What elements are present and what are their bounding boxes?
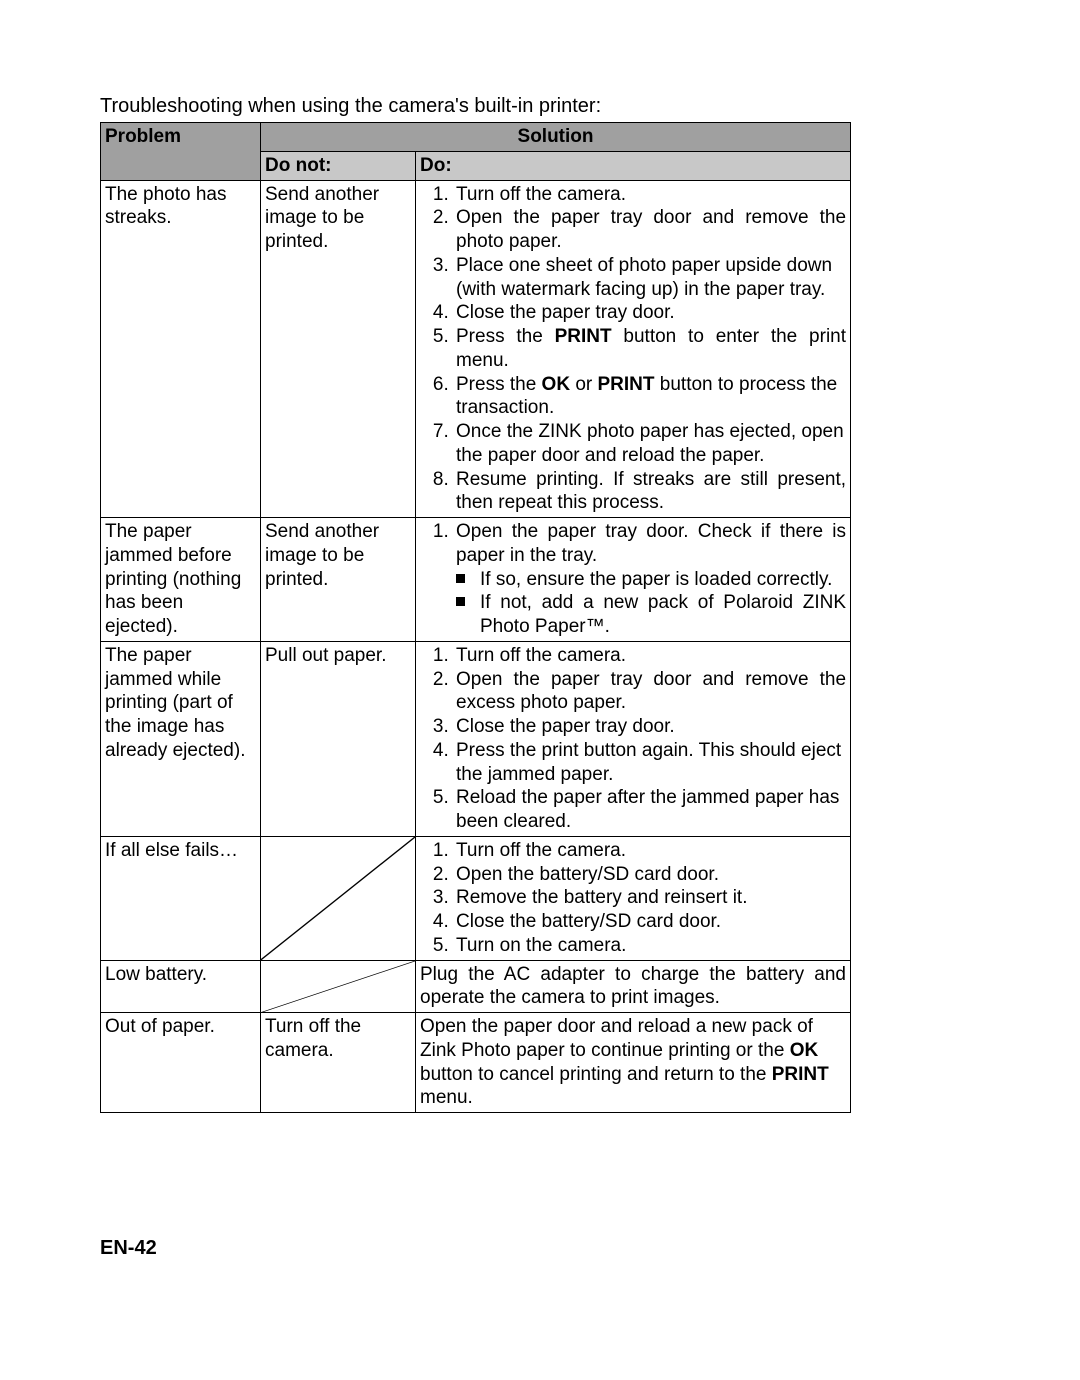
r4-do-step1: Turn off the camera. <box>454 839 846 863</box>
r3-do: Turn off the camera. Open the paper tray… <box>416 641 851 836</box>
r3-do-step4: Press the print button again. This shoul… <box>454 739 846 787</box>
subhead-do: Do: <box>416 151 851 180</box>
r2-do: Open the paper tray door. Check if there… <box>416 518 851 642</box>
row-jam-while: The paper jammed while printing (part of… <box>101 641 851 836</box>
row-out-of-paper: Out of paper. Turn off the camera. Open … <box>101 1013 851 1113</box>
col-header-solution: Solution <box>261 123 851 152</box>
r3-do-step3: Close the paper tray door. <box>454 715 846 739</box>
r4-donot-empty <box>261 836 416 960</box>
r1-do-step8: Resume printing. If streaks are still pr… <box>454 468 846 516</box>
content-area: Troubleshooting when using the camera's … <box>0 0 1080 1113</box>
header-row-1: Problem Solution <box>101 123 851 152</box>
r1-do-step6: Press the OK or PRINT button to process … <box>454 373 846 421</box>
troubleshooting-table: Problem Solution Do not: Do: The photo h… <box>100 122 851 1113</box>
r4-do-step5: Turn on the camera. <box>454 934 846 958</box>
r6-do: Open the paper door and reload a new pac… <box>416 1013 851 1113</box>
r2-problem: The paper jammed before printing (nothin… <box>101 518 261 642</box>
r4-do: Turn off the camera. Open the battery/SD… <box>416 836 851 960</box>
r5-donot-empty <box>261 960 416 1013</box>
r4-do-step3: Remove the battery and reinsert it. <box>454 886 846 910</box>
r1-do-step2: Open the paper tray door and remove the … <box>454 206 846 254</box>
r2-donot: Send another image to be printed. <box>261 518 416 642</box>
r1-do-step5: Press the PRINT button to enter the prin… <box>454 325 846 373</box>
r2-do-bullet2: If not, add a new pack of Polaroid ZINK … <box>476 591 846 639</box>
r1-do: Turn off the camera. Open the paper tray… <box>416 180 851 518</box>
diagonal-slash-icon <box>261 837 415 960</box>
r1-do-step3: Place one sheet of photo paper upside do… <box>454 254 846 302</box>
row-all-else-fails: If all else fails… Turn off the camera. … <box>101 836 851 960</box>
r3-donot: Pull out paper. <box>261 641 416 836</box>
r3-do-step1: Turn off the camera. <box>454 644 846 668</box>
col-header-problem: Problem <box>101 123 261 181</box>
intro-text: Troubleshooting when using the camera's … <box>100 95 980 118</box>
r4-do-step2: Open the battery/SD card door. <box>454 863 846 887</box>
row-jam-before: The paper jammed before printing (nothin… <box>101 518 851 642</box>
r2-do-step1: Open the paper tray door. Check if there… <box>454 520 846 639</box>
r2-do-bullet1: If so, ensure the paper is loaded correc… <box>476 568 846 592</box>
subhead-do-not: Do not: <box>261 151 416 180</box>
r6-donot: Turn off the camera. <box>261 1013 416 1113</box>
r3-do-step5: Reload the paper after the jammed paper … <box>454 786 846 834</box>
r3-problem: The paper jammed while printing (part of… <box>101 641 261 836</box>
r1-do-step7: Once the ZINK photo paper has ejected, o… <box>454 420 846 468</box>
r5-do: Plug the AC adapter to charge the batter… <box>416 960 851 1013</box>
r6-problem: Out of paper. <box>101 1013 261 1113</box>
page: Troubleshooting when using the camera's … <box>0 0 1080 1380</box>
r1-do-step1: Turn off the camera. <box>454 183 846 207</box>
diagonal-slash-icon <box>261 961 415 1013</box>
r1-do-step4: Close the paper tray door. <box>454 301 846 325</box>
r4-problem: If all else fails… <box>101 836 261 960</box>
row-low-battery: Low battery. Plug the AC adapter to char… <box>101 960 851 1013</box>
r1-donot: Send another image to be printed. <box>261 180 416 518</box>
page-number: EN-42 <box>100 1237 157 1260</box>
r1-problem: The photo has streaks. <box>101 180 261 518</box>
r5-problem: Low battery. <box>101 960 261 1013</box>
r3-do-step2: Open the paper tray door and remove the … <box>454 668 846 716</box>
row-streaks: The photo has streaks. Send another imag… <box>101 180 851 518</box>
r4-do-step4: Close the battery/SD card door. <box>454 910 846 934</box>
